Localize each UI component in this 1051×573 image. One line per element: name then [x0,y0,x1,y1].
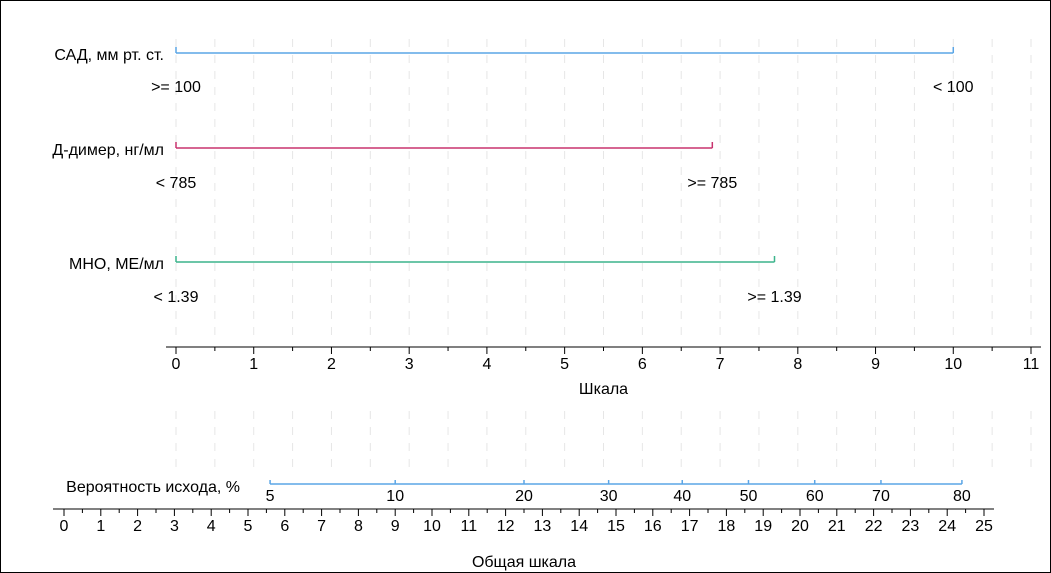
predictor-level-label: >= 1.39 [747,289,801,306]
predictor-level-label: >= 785 [687,175,737,192]
outcome-tick-label: 40 [673,488,691,505]
total-axis-tick-label: 18 [718,518,736,535]
total-axis-tick-label: 25 [975,518,993,535]
total-axis-tick-label: 1 [96,518,105,535]
points-axis-tick-label: 2 [327,356,336,373]
total-axis-tick-label: 3 [170,518,179,535]
outcome-tick-label: 5 [266,488,275,505]
points-axis-tick-label: 9 [871,356,880,373]
predictor-level-label: < 100 [933,79,974,96]
predictor-label: Д-димер, нг/мл [52,142,164,159]
total-axis-tick-label: 15 [607,518,625,535]
points-axis-tick-label: 1 [249,356,258,373]
total-axis-tick-label: 6 [280,518,289,535]
total-axis-tick-label: 21 [828,518,846,535]
outcome-label: Вероятность исхода, % [66,479,240,496]
total-axis-tick-label: 0 [60,518,69,535]
total-axis-tick-label: 8 [354,518,363,535]
outcome-tick-label: 50 [740,488,758,505]
points-axis-tick-label: 11 [1023,356,1040,373]
total-axis-tick-label: 12 [497,518,515,535]
outcome-tick-label: 20 [515,488,533,505]
total-axis-tick-label: 5 [244,518,253,535]
total-axis-title: Общая шкала [472,554,576,571]
total-axis-tick-label: 13 [534,518,552,535]
points-axis-tick-label: 8 [793,356,802,373]
total-axis-tick-label: 24 [938,518,956,535]
outcome-tick-label: 70 [872,488,890,505]
predictor-level-label: < 785 [156,175,197,192]
predictor-label: МНО, МЕ/мл [69,256,164,273]
total-axis-tick-label: 14 [570,518,588,535]
total-axis-tick-label: 16 [644,518,662,535]
total-axis-tick-label: 22 [865,518,883,535]
total-axis-tick-label: 10 [423,518,441,535]
total-axis-tick-label: 17 [681,518,699,535]
total-axis-tick-label: 7 [317,518,326,535]
total-axis-tick-label: 20 [791,518,809,535]
points-axis-tick-label: 6 [638,356,647,373]
total-axis-tick-label: 2 [133,518,142,535]
total-axis-tick-label: 11 [460,518,477,535]
outcome-tick-label: 10 [386,488,404,505]
points-axis-tick-label: 4 [482,356,491,373]
predictor-level-label: < 1.39 [154,289,199,306]
points-axis-tick-label: 7 [716,356,725,373]
outcome-tick-label: 30 [600,488,618,505]
total-axis-tick-label: 23 [902,518,920,535]
outcome-tick-label: 60 [806,488,824,505]
predictor-label: САД, мм рт. ст. [54,47,164,64]
predictor-level-label: >= 100 [151,79,201,96]
points-axis-tick-label: 5 [560,356,569,373]
points-axis-tick-label: 10 [944,356,962,373]
total-axis-tick-label: 9 [391,518,400,535]
points-axis-tick-label: 3 [405,356,414,373]
points-axis-tick-label: 0 [172,356,181,373]
points-axis-title: Шкала [579,381,628,398]
total-axis-tick-label: 4 [207,518,216,535]
outcome-tick-label: 80 [953,488,971,505]
total-axis-tick-label: 19 [754,518,772,535]
